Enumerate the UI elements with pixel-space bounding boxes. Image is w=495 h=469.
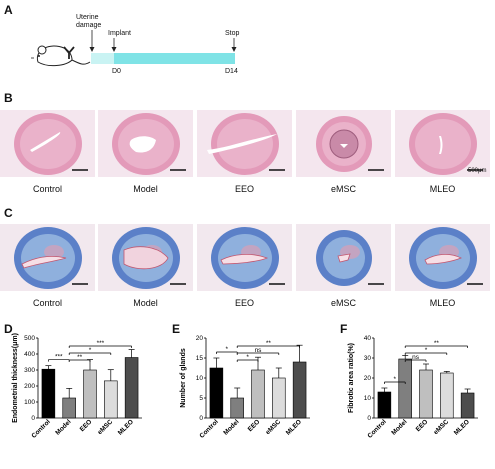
significance-label: ns <box>255 347 263 354</box>
bar-control <box>41 368 56 419</box>
chart-endometrial-thickness: Endometrial thickness(μm) 0 100 200 300 400 50… <box>8 330 158 465</box>
significance-label: *** <box>55 354 63 361</box>
masson-image-emsc <box>296 224 391 291</box>
y-tick-label: 500 <box>24 335 35 342</box>
masson-label-emsc: eMSC <box>330 298 356 308</box>
day-14-label: D14 <box>225 68 238 75</box>
panel-label-c: C <box>4 206 13 220</box>
he-label-emsc: eMSC <box>330 184 356 194</box>
y-tick-label: 40 <box>364 335 372 342</box>
masson-label-mleo: MLEO <box>429 298 456 308</box>
chart-fibrotic-area-ratio: Fibrotic area ratio(%) 0 10 20 30 40 Control Mo… <box>344 330 494 465</box>
he-image-model <box>98 110 193 177</box>
y-tick-label: 200 <box>24 383 35 390</box>
implant-label: Implant <box>108 30 131 37</box>
category-label: eMSC <box>432 418 450 436</box>
panel-label-a: A <box>4 3 13 17</box>
significance-label: ** <box>266 340 272 347</box>
panel-label-f: F <box>340 322 348 336</box>
masson-label-model: Model <box>133 298 158 308</box>
bar-mleo <box>292 361 307 419</box>
masson-image-mleo <box>395 224 490 291</box>
y-axis-label: Fibrotic area ratio(%) <box>348 343 355 413</box>
y-tick-label: 10 <box>196 375 204 382</box>
panel-label-b: B <box>4 91 13 105</box>
stop-label: Stop <box>225 30 240 37</box>
bar-mleo <box>460 392 475 419</box>
category-label: EEO <box>247 418 262 433</box>
bar-eeo <box>419 369 433 419</box>
significance-label: ** <box>434 340 440 347</box>
masson-label-eeo: EEO <box>234 298 254 308</box>
uterine-damage-label: Uterine damage <box>76 14 102 29</box>
y-tick-label: 0 <box>199 415 203 422</box>
bar-model <box>62 397 76 419</box>
day-0-label: D0 <box>112 68 121 75</box>
y-shape-icon <box>63 46 75 59</box>
masson-image-model <box>98 224 193 291</box>
category-label: Model <box>54 418 72 436</box>
he-label-mleo: MLEO <box>429 184 456 194</box>
bar-eeo <box>83 369 97 419</box>
category-label: MLEO <box>453 418 471 436</box>
y-axis-label: Number of glands <box>180 348 187 408</box>
category-label: Model <box>390 418 408 436</box>
significance-label: * <box>89 347 92 354</box>
significance-label: *** <box>97 340 105 347</box>
y-tick-label: 300 <box>24 367 35 374</box>
timeline <box>89 30 237 64</box>
chart-number-of-glands: Number of glands 0 5 10 15 20 Control Model EEO e… <box>176 330 326 465</box>
he-image-control <box>0 110 95 177</box>
category-label: MLEO <box>117 418 135 436</box>
category-label: Model <box>222 418 240 436</box>
scale-bar-label: 500μm <box>468 168 487 174</box>
significance-label: * <box>246 354 249 361</box>
he-image-eeo <box>197 110 292 177</box>
category-label: MLEO <box>285 418 303 436</box>
bar-model <box>398 358 412 419</box>
category-label: eMSC <box>96 418 114 436</box>
significance-label: * <box>425 347 428 354</box>
y-tick-label: 5 <box>199 395 203 402</box>
y-tick-label: 0 <box>367 415 371 422</box>
bar-model <box>230 397 244 419</box>
masson-label-control: Control <box>32 298 62 308</box>
y-tick-label: 10 <box>364 395 372 402</box>
bar-emsc <box>104 380 118 419</box>
he-image-mleo <box>395 110 490 177</box>
panel-label-d: D <box>4 322 13 336</box>
mouse-icon <box>31 45 91 67</box>
category-label: EEO <box>415 418 430 433</box>
bar-eeo <box>251 369 265 419</box>
category-label: EEO <box>79 418 94 433</box>
y-tick-label: 20 <box>196 335 204 342</box>
y-tick-label: 100 <box>24 399 35 406</box>
y-tick-label: 400 <box>24 351 35 358</box>
y-tick-label: 30 <box>364 355 372 362</box>
y-axis-label: Endometrial thickness(μm) <box>12 333 19 423</box>
bar-emsc <box>440 372 454 419</box>
significance-label: * <box>226 346 229 353</box>
y-tick-label: 20 <box>364 375 372 382</box>
he-label-eeo: EEO <box>234 184 254 194</box>
chart-svg: Endometrial thickness(μm) 0 100 200 300 400 50… <box>12 333 142 440</box>
y-tick-label: 0 <box>31 415 35 422</box>
significance-label: ns <box>412 354 420 361</box>
he-image-emsc <box>296 110 391 177</box>
bar-emsc <box>272 377 286 419</box>
panel-label-e: E <box>172 322 181 336</box>
he-label-model: Model <box>133 184 158 194</box>
category-label: eMSC <box>264 418 282 436</box>
masson-image-eeo <box>197 224 292 291</box>
significance-label: * <box>394 376 397 383</box>
bar-mleo <box>124 357 139 419</box>
significance-label: ** <box>77 354 83 361</box>
bar-control <box>377 391 392 419</box>
he-label-control: Control <box>32 184 62 194</box>
y-tick-label: 15 <box>196 355 204 362</box>
masson-image-control <box>0 224 95 291</box>
bar-control <box>209 367 224 419</box>
